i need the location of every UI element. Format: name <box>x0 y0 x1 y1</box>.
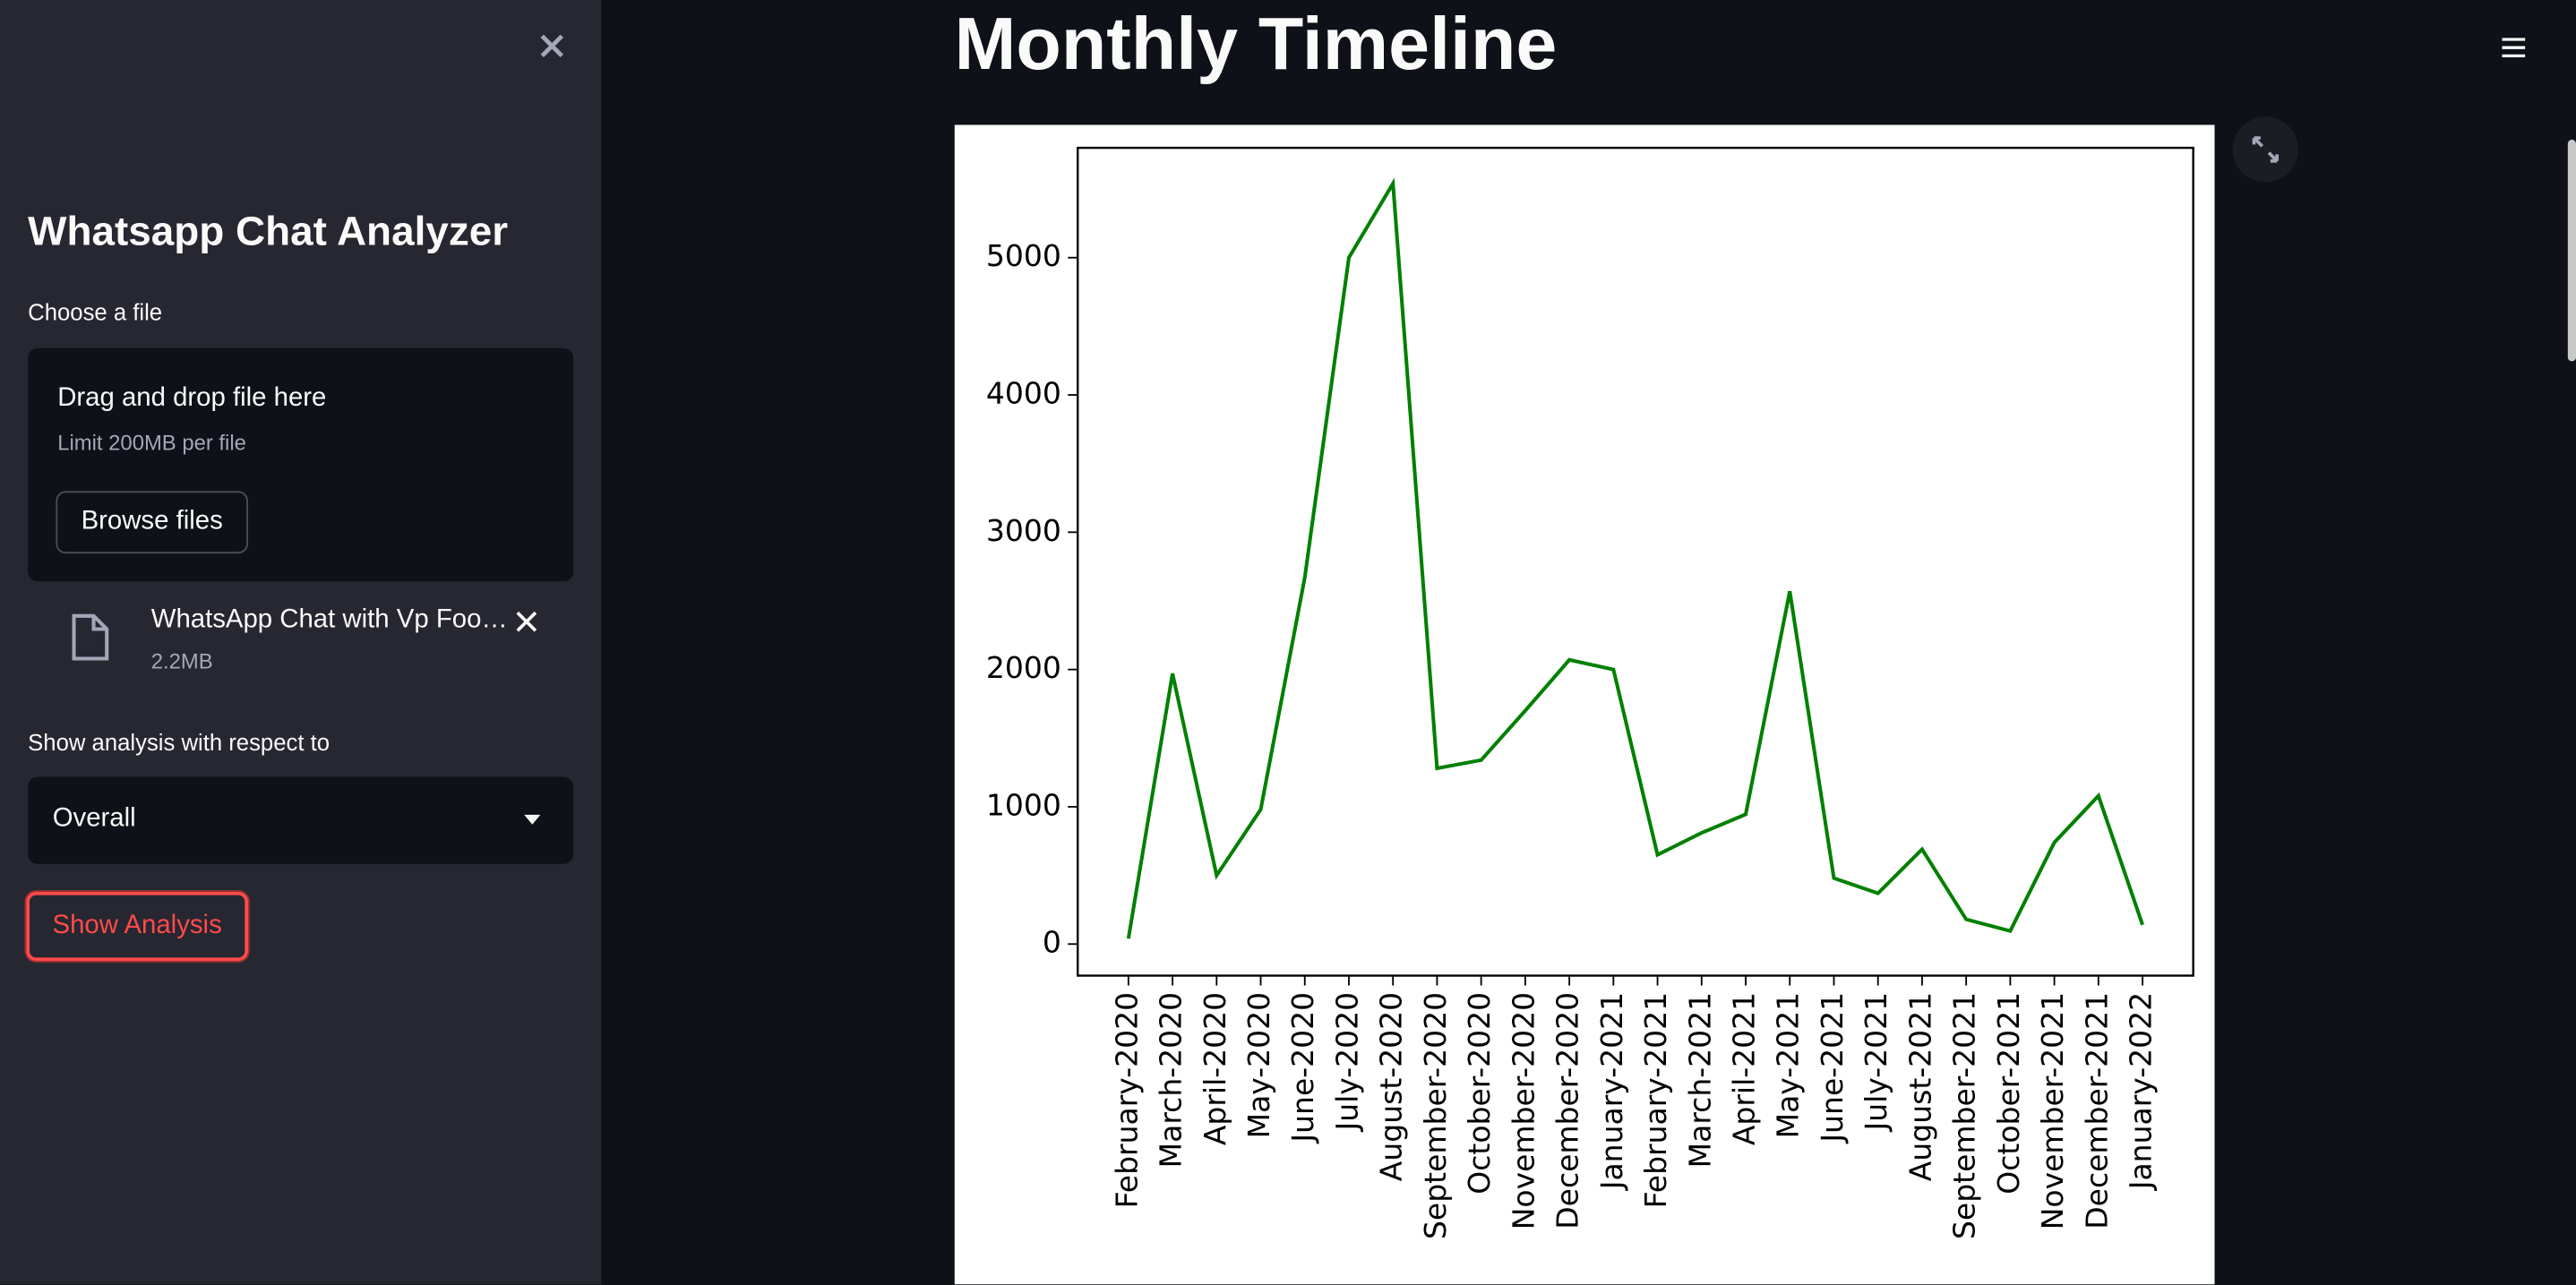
x-tick-label: June-2020 <box>1285 992 1320 1144</box>
chart: 0 1000 2000 3000 4000 5000 February-2020 March-… <box>954 124 2215 1285</box>
heading: Monthly Timeline <box>954 1 1558 86</box>
y-tick-label: 1000 <box>986 787 1061 822</box>
remove-file[interactable] <box>514 609 539 634</box>
x-tick-label: October-2020 <box>1462 992 1497 1195</box>
x-tick-label: February-2020 <box>1109 992 1144 1209</box>
x-tick-label: March-2021 <box>1682 992 1717 1169</box>
x-tick-label: December-2021 <box>2079 992 2114 1229</box>
select-box[interactable] <box>28 776 574 864</box>
y-tick-label: 2000 <box>986 650 1061 685</box>
file-name: WhatsApp Chat with Vp Foo… <box>150 605 508 635</box>
y-tick-label: 4000 <box>986 376 1061 411</box>
fullscreen-button[interactable] <box>2231 115 2300 184</box>
x-tick-label: September-2020 <box>1418 992 1453 1239</box>
select-caret <box>524 814 541 825</box>
x-tick-label: August-2021 <box>1902 992 1937 1181</box>
x-tick-label: November-2021 <box>2035 992 2070 1229</box>
main: Monthly Timeline 0 1000 2000 3000 4000 5000 Fe… <box>601 0 2576 1285</box>
y-tick-label: 5000 <box>986 238 1061 273</box>
y-tick-label: 0 <box>1043 925 1061 960</box>
data-line <box>1126 177 2144 939</box>
close-sidebar[interactable] <box>537 31 567 61</box>
x-tick-label: October-2021 <box>1991 992 2026 1195</box>
chart-background <box>954 124 2215 1285</box>
sidebar-title: Whatsapp Chat Analyzer <box>28 208 509 255</box>
x-tick-label: February-2021 <box>1638 992 1673 1209</box>
x-tick-label: March-2020 <box>1154 992 1189 1169</box>
select-label: Show analysis with respect to <box>28 729 331 756</box>
x-tick-label: July-2021 <box>1859 992 1893 1133</box>
dropzone-instruction: Drag and drop file here <box>57 384 327 413</box>
x-tick-label: July-2020 <box>1329 992 1364 1133</box>
x-tick-label: April-2020 <box>1198 992 1232 1145</box>
y-tick-label: 3000 <box>986 513 1061 548</box>
browse-button[interactable]: Browse files <box>56 491 248 554</box>
file-icon <box>72 613 109 661</box>
select-value: Overall <box>52 804 136 833</box>
sidebar: Whatsapp Chat Analyzer Choose a file Dra… <box>0 0 602 1285</box>
x-tick-label: January-2021 <box>1594 992 1629 1191</box>
show-analysis-button[interactable]: Show Analysis <box>26 891 248 962</box>
x-tick-label: August-2020 <box>1374 992 1409 1181</box>
x-tick-label: September-2021 <box>1947 992 1982 1239</box>
plot-frame <box>1077 146 2194 977</box>
dropzone-limit: Limit 200MB per file <box>57 430 246 456</box>
x-tick-label: May-2020 <box>1241 992 1276 1139</box>
x-tick-label: November-2020 <box>1506 992 1541 1229</box>
x-tick-label: April-2021 <box>1727 992 1762 1145</box>
file-label: Choose a file <box>28 298 163 326</box>
scrollbar[interactable] <box>2567 139 2576 362</box>
x-tick-label: June-2021 <box>1815 992 1850 1144</box>
x-tick-label: May-2021 <box>1771 992 1806 1139</box>
x-tick-label: December-2020 <box>1550 992 1585 1229</box>
x-tick-label: January-2022 <box>2124 992 2159 1191</box>
file-size: 2.2MB <box>150 648 213 674</box>
menu-button[interactable] <box>2499 35 2529 61</box>
